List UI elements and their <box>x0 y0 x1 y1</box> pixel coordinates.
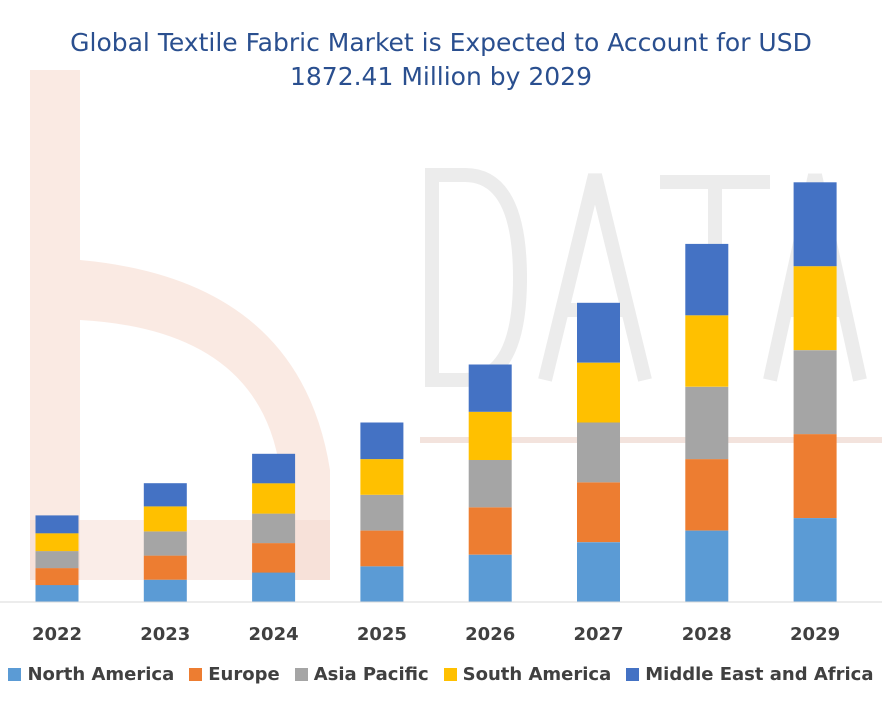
bar-segment-asia-pacific-2024 <box>252 513 296 544</box>
x-tick-label-2028: 2028 <box>682 624 732 645</box>
legend-swatch-middle-east-and-africa <box>626 668 640 681</box>
bar-segment-north-america-2025 <box>360 566 404 602</box>
legend-label-south-america: South America <box>462 664 612 685</box>
bar-segment-europe-2022 <box>35 568 79 586</box>
chart-title-line-2: 1872.41 Million by 2029 <box>289 62 592 91</box>
bar-segment-europe-2023 <box>143 555 187 580</box>
bar-segment-middle-east-and-africa-2023 <box>143 483 187 507</box>
bar-segment-middle-east-and-africa-2028 <box>685 243 729 316</box>
bar-segment-north-america-2028 <box>685 530 729 602</box>
chart-legend: North America Europe Asia Pacific South Ame… <box>0 664 882 685</box>
legend-label-middle-east-and-africa: Middle East and Africa <box>645 664 874 685</box>
bar-segment-south-america-2028 <box>685 315 729 387</box>
legend-swatch-asia-pacific <box>294 668 308 681</box>
bar-segment-europe-2025 <box>360 530 404 567</box>
bar-segment-europe-2027 <box>577 482 620 543</box>
bar-segment-south-america-2026 <box>468 411 512 460</box>
legend-swatch-north-america <box>8 668 22 681</box>
legend-label-north-america: North America <box>27 664 175 685</box>
bar-segment-south-america-2029 <box>793 266 837 351</box>
chart-title-line-1: Global Textile Fabric Market is Expected… <box>70 28 812 57</box>
bar-segment-north-america-2027 <box>577 542 620 602</box>
bar-segment-asia-pacific-2028 <box>685 386 729 460</box>
x-axis-tick-labels: 2022 2023 2024 2025 2026 2027 2028 2029 <box>32 624 840 645</box>
bar-segment-north-america-2022 <box>35 585 79 602</box>
bar-segment-south-america-2023 <box>143 506 187 532</box>
legend-label-europe: Europe <box>208 664 280 685</box>
x-tick-label-2024: 2024 <box>249 624 299 645</box>
x-tick-label-2027: 2027 <box>573 624 623 645</box>
bar-segment-north-america-2023 <box>143 579 187 602</box>
bar-segment-south-america-2022 <box>35 533 79 552</box>
watermark-logo-bar <box>30 70 80 580</box>
bar-segment-middle-east-and-africa-2029 <box>793 182 837 267</box>
bar-segment-europe-2026 <box>468 507 512 555</box>
legend-label-asia-pacific: Asia Pacific <box>313 664 429 685</box>
bar-segment-asia-pacific-2026 <box>468 460 512 508</box>
bar-segment-europe-2024 <box>252 543 296 573</box>
legend-item-south-america: South America <box>443 664 612 685</box>
bar-segment-north-america-2029 <box>793 518 837 602</box>
bar-group <box>35 182 837 602</box>
legend-item-north-america: North America <box>8 664 174 685</box>
bar-segment-south-america-2024 <box>252 483 296 514</box>
x-tick-label-2022: 2022 <box>32 624 82 645</box>
legend-item-middle-east-and-africa: Middle East and Africa <box>626 664 874 685</box>
x-tick-label-2026: 2026 <box>465 624 515 645</box>
bar-segment-middle-east-and-africa-2022 <box>35 515 79 534</box>
legend-swatch-europe <box>189 668 203 681</box>
watermark-logo-bowl <box>80 260 330 580</box>
bar-segment-europe-2028 <box>685 459 729 531</box>
legend-item-asia-pacific: Asia Pacific <box>294 664 429 685</box>
bar-segment-europe-2029 <box>793 434 837 518</box>
legend-item-europe: Europe <box>189 664 280 685</box>
bar-segment-north-america-2026 <box>468 554 512 602</box>
bar-segment-asia-pacific-2022 <box>35 551 79 569</box>
bar-segment-south-america-2027 <box>577 362 620 423</box>
chart-title: Global Textile Fabric Market is Expected… <box>20 26 862 94</box>
bar-segment-middle-east-and-africa-2027 <box>577 302 620 363</box>
bar-segment-asia-pacific-2025 <box>360 494 404 531</box>
bar-segment-asia-pacific-2029 <box>793 350 837 435</box>
bar-segment-asia-pacific-2027 <box>577 422 620 483</box>
legend-swatch-south-america <box>443 668 457 681</box>
x-tick-label-2025: 2025 <box>357 624 407 645</box>
x-tick-label-2023: 2023 <box>140 624 190 645</box>
bar-segment-middle-east-and-africa-2024 <box>252 453 296 484</box>
bar-segment-north-america-2024 <box>252 572 296 602</box>
bar-segment-middle-east-and-africa-2025 <box>360 422 404 460</box>
bar-segment-middle-east-and-africa-2026 <box>468 364 512 412</box>
bar-segment-south-america-2025 <box>360 459 404 495</box>
x-tick-label-2029: 2029 <box>790 624 840 645</box>
bar-segment-asia-pacific-2023 <box>143 531 187 556</box>
